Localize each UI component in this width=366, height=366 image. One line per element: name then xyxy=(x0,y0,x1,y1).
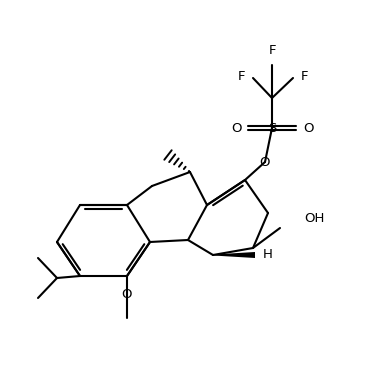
Text: H: H xyxy=(263,249,273,261)
Text: O: O xyxy=(122,288,132,302)
Text: O: O xyxy=(231,122,241,134)
Text: S: S xyxy=(268,122,276,134)
Text: F: F xyxy=(268,44,276,57)
Polygon shape xyxy=(213,252,255,258)
Text: O: O xyxy=(260,156,270,168)
Text: OH: OH xyxy=(304,212,324,224)
Text: F: F xyxy=(238,70,245,82)
Text: F: F xyxy=(301,70,309,82)
Text: O: O xyxy=(303,122,313,134)
